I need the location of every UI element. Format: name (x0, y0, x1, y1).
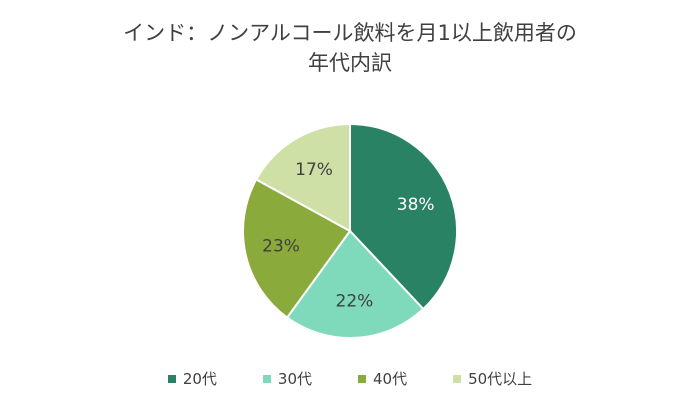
legend-item-20s: 20代 (167, 368, 217, 389)
chart-title-line-2: 年代内訳 (308, 51, 392, 75)
legend-swatch-20s (167, 374, 176, 383)
legend: 20代 30代 40代 50代以上 (0, 368, 700, 389)
legend-item-50s-plus: 50代以上 (453, 368, 532, 389)
pie-slice-40s (242, 178, 352, 319)
chart-title: インド：ノンアルコール飲料を月1以上飲用者の 年代内訳 (0, 18, 700, 78)
legend-item-30s: 30代 (262, 368, 312, 389)
legend-label-50s-plus: 50代以上 (468, 370, 533, 388)
legend-swatch-50s-plus (453, 374, 462, 383)
legend-label-20s: 20代 (182, 370, 217, 388)
legend-swatch-30s (262, 374, 271, 383)
pie-slice-30s (285, 229, 425, 339)
chart-title-line-1: インド：ノンアルコール飲料を月1以上飲用者の (123, 21, 577, 45)
data-label-30s: 22% (336, 291, 374, 311)
pie-slice-50s-plus (254, 122, 351, 233)
data-label-40s: 23% (262, 236, 300, 256)
pie-slice-20s (349, 122, 458, 311)
legend-swatch-40s (358, 374, 366, 383)
data-label-20s: 38% (397, 195, 435, 215)
data-label-50s-plus: 17% (295, 160, 333, 180)
legend-label-40s: 40代 (373, 370, 408, 388)
legend-item-40s: 40代 (358, 368, 407, 389)
legend-label-30s: 30代 (277, 370, 312, 388)
